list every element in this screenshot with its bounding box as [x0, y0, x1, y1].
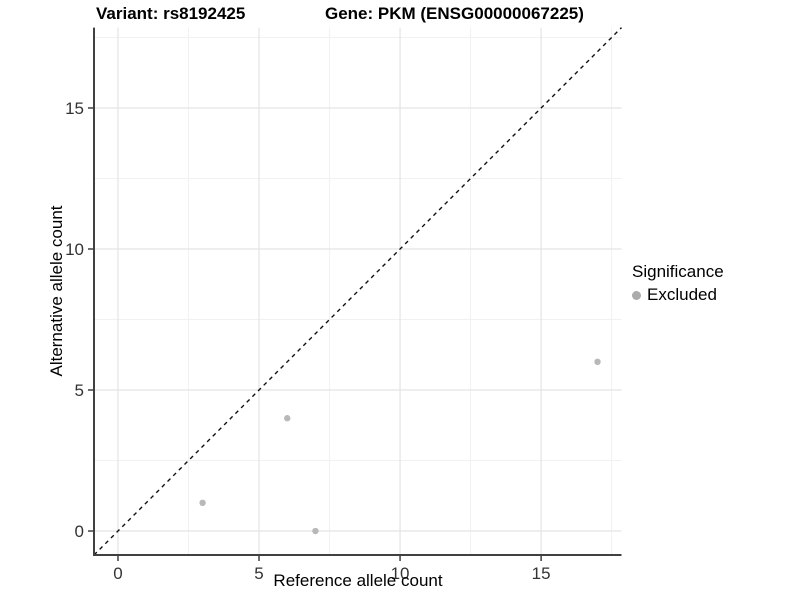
- data-point: [284, 415, 291, 422]
- x-tick-label: 15: [532, 564, 551, 583]
- data-point: [199, 499, 206, 507]
- x-axis-title: Reference allele count: [273, 571, 443, 590]
- y-tick-label: 10: [65, 240, 84, 259]
- y-tick-label: 15: [65, 99, 84, 118]
- y-axis-title: Alternative allele count: [47, 205, 66, 377]
- identity-line: [93, 27, 622, 556]
- x-tick-label: 5: [254, 564, 263, 583]
- plot-title-gene: Gene: PKM (ENSG00000067225): [325, 4, 584, 23]
- x-tick-label: 0: [113, 564, 122, 583]
- y-tick-label: 5: [75, 381, 84, 400]
- y-tick-label: 0: [75, 522, 84, 541]
- legend-item-label: Excluded: [647, 285, 717, 304]
- legend-item-excluded: Excluded: [632, 285, 724, 305]
- data-point: [312, 527, 319, 535]
- x-tick-label: 10: [391, 564, 410, 583]
- legend-point-icon: [632, 290, 641, 300]
- legend-title: Significance: [632, 262, 724, 281]
- data-point: [594, 358, 601, 366]
- legend: Significance Excluded: [632, 262, 724, 305]
- plot-title-variant: Variant: rs8192425: [96, 4, 246, 23]
